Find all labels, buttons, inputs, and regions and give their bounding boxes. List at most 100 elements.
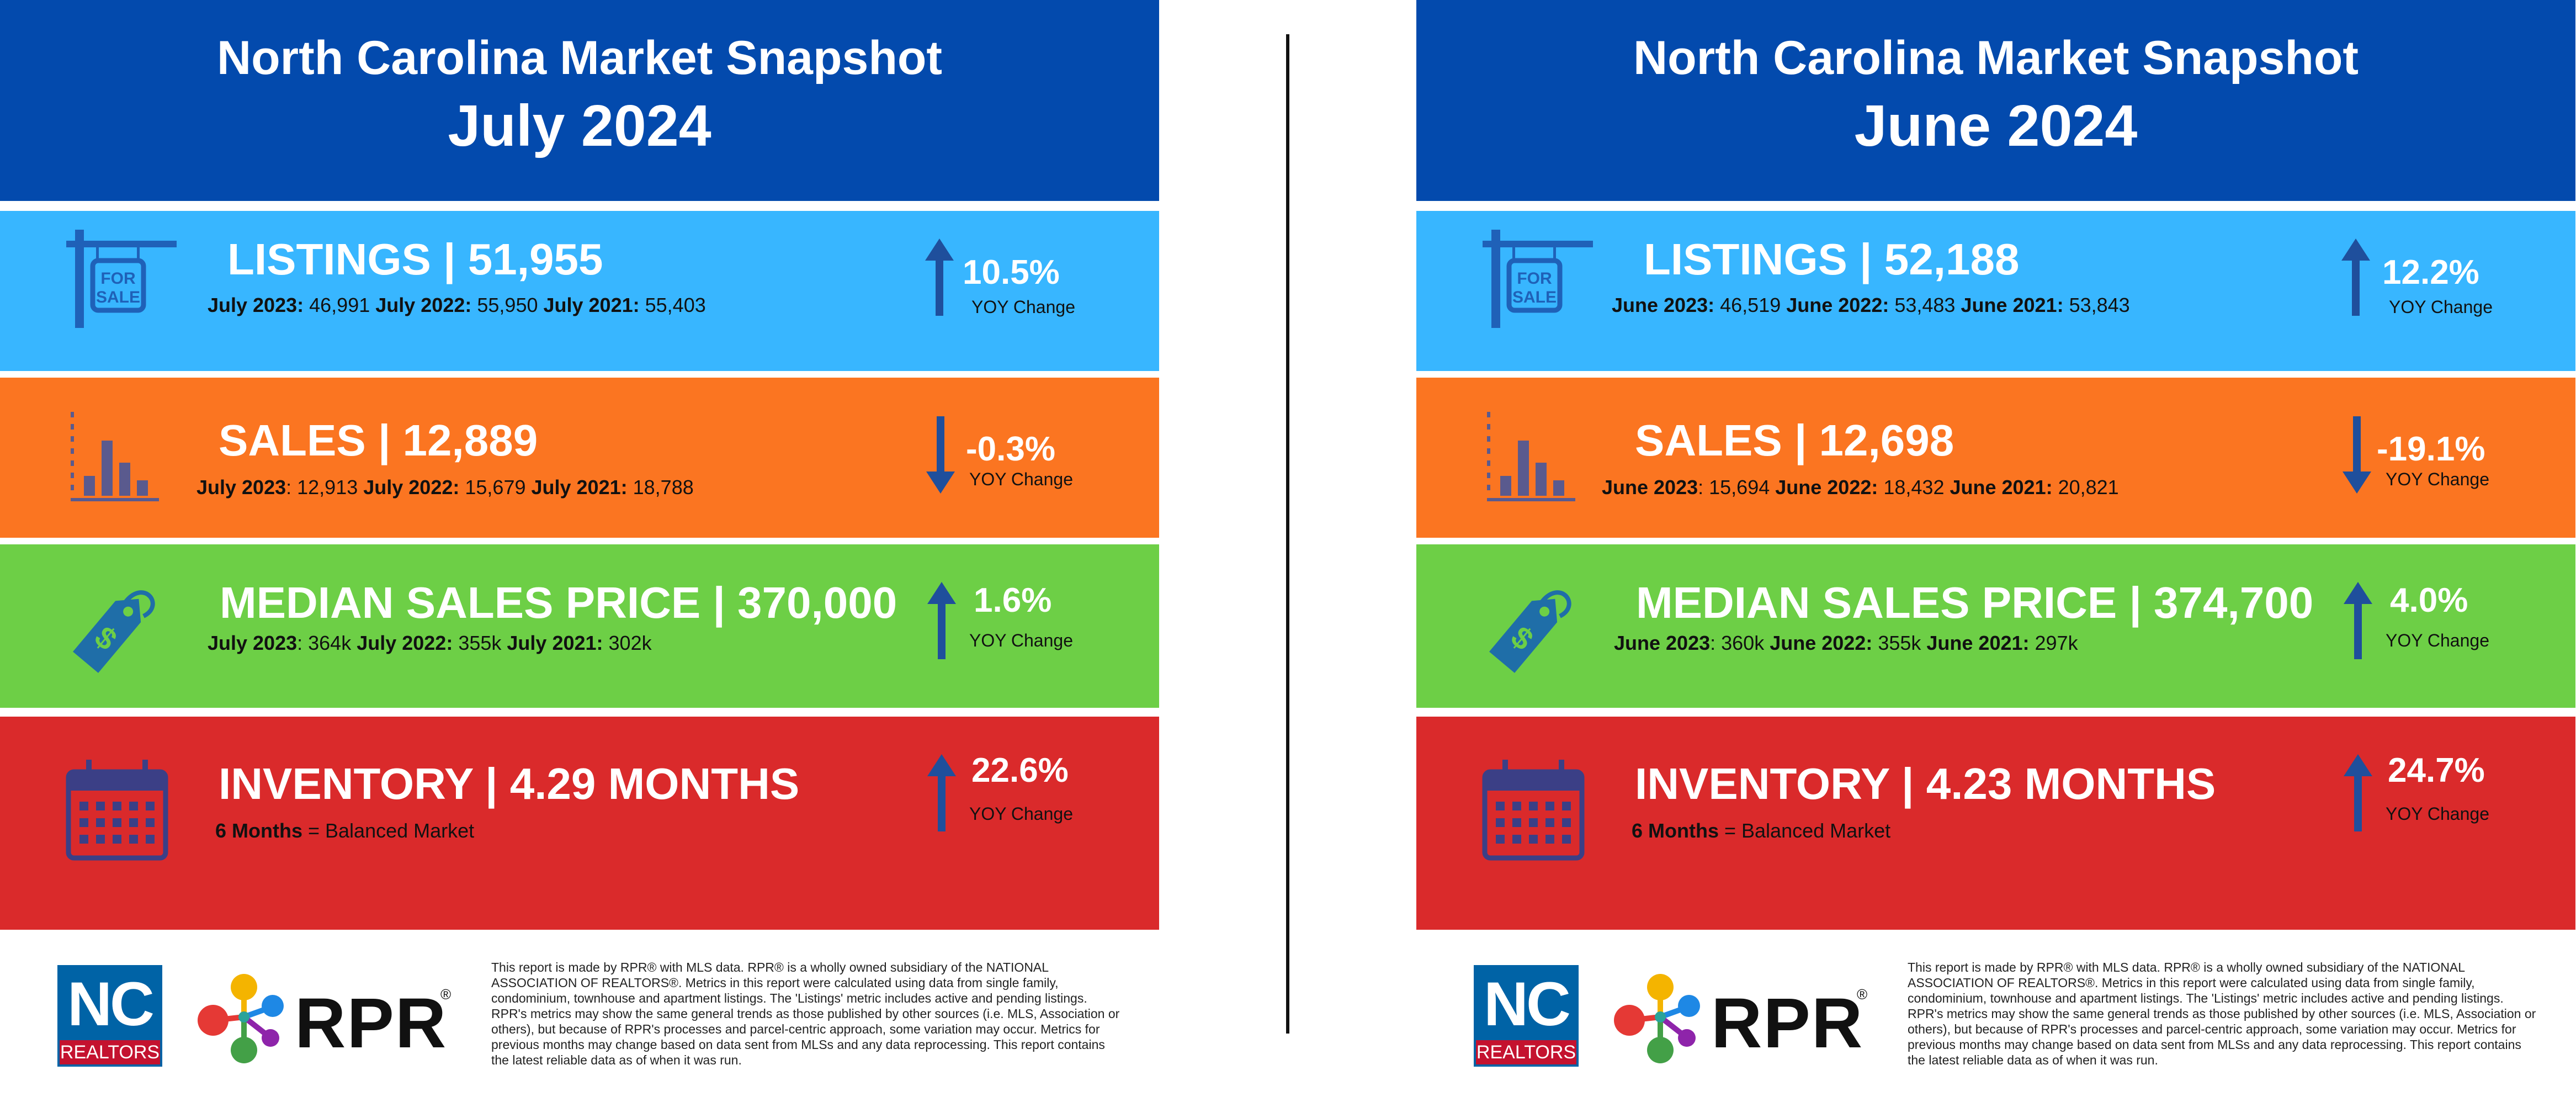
history-value: 302k	[603, 632, 652, 654]
history-period: July 2023	[208, 632, 298, 654]
disclaimer-text: This report is made by RPR® with MLS dat…	[491, 960, 1120, 1067]
history-period: July 2023:	[208, 294, 304, 316]
nc-logo-text: NC	[67, 969, 155, 1038]
history-period: June 2021:	[1961, 294, 2064, 316]
history-value: 18,432	[1878, 476, 1950, 499]
inventory-yoy-percent: 22.6%	[971, 751, 1069, 790]
history-value: 46,991	[304, 294, 376, 316]
rpr-wordmark: RPR	[295, 984, 448, 1063]
nc-logo-sub: REALTORS	[60, 1040, 160, 1064]
listings-history: June 2023: 46,519 June 2022: 53,483 June…	[1612, 294, 2130, 317]
for-sale-sign-icon: FOR SALE	[1483, 230, 1593, 328]
median-price-yoy-percent: 1.6%	[974, 581, 1052, 619]
listings-yoy-label: YOY Change	[971, 297, 1075, 317]
median-price-yoy-label: YOY Change	[2386, 630, 2489, 650]
sales-history: June 2023: 15,694 June 2022: 18,432 June…	[1602, 476, 2119, 499]
listings-band: FOR SALE LISTINGS | 52,188 June 2023: 46…	[1416, 211, 2575, 371]
header-month: July 2024	[448, 93, 711, 158]
header-month: June 2024	[1854, 93, 2138, 158]
inventory-band: INVENTORY | 4.29 MONTHS 6 Months = Balan…	[0, 717, 1159, 930]
inventory-note-text: = Balanced Market	[302, 819, 475, 842]
median-price-history: July 2023: 364k July 2022: 355k July 202…	[208, 632, 652, 655]
history-value: 53,483	[1889, 294, 1961, 316]
inventory-note: 6 Months = Balanced Market	[215, 819, 474, 843]
listings-label: LISTINGS | 52,188	[1644, 235, 2020, 284]
median-price-band: $ MEDIAN SALES PRICE | 370,000 July 2023…	[0, 544, 1159, 708]
history-value: 355k	[1872, 632, 1927, 654]
rpr-logo: RPR ®	[1614, 967, 1868, 1067]
history-period: July 2021:	[543, 294, 640, 316]
sales-band: SALES | 12,889 July 2023: 12,913 July 20…	[0, 378, 1159, 538]
history-value: 53,843	[2063, 294, 2130, 316]
history-period: July 2021:	[507, 632, 603, 654]
history-period: July 2021:	[531, 476, 628, 499]
history-period: July 2022:	[363, 476, 460, 499]
rpr-registered-mark: ®	[1857, 986, 1868, 1003]
history-period: June 2023	[1614, 632, 1711, 654]
svg-text:FOR: FOR	[1517, 269, 1552, 288]
sales-history: July 2023: 12,913 July 2022: 15,679 July…	[196, 476, 694, 499]
inventory-note-bold: 6 Months	[215, 819, 302, 842]
nc-logo-text: NC	[1484, 969, 1571, 1038]
listings-band: FOR SALE LISTINGS | 51,955 July 2023: 46…	[0, 211, 1159, 371]
median-price-history: June 2023: 360k June 2022: 355k June 202…	[1614, 632, 2078, 655]
bar-chart-icon	[1487, 412, 1575, 501]
price-tag-icon: $	[73, 590, 155, 673]
history-value: 15,679	[459, 476, 532, 499]
history-period: July 2022:	[357, 632, 453, 654]
header-title: North Carolina Market Snapshot	[216, 31, 943, 84]
history-value: : 12,913	[286, 476, 364, 499]
sales-yoy-label: YOY Change	[2386, 469, 2489, 489]
panel-header: North Carolina Market Snapshot July 2024	[0, 0, 1159, 201]
for-sale-sign-icon: FOR SALE	[66, 230, 177, 328]
listings-label: LISTINGS | 51,955	[227, 235, 603, 284]
inventory-yoy-label: YOY Change	[969, 804, 1073, 824]
inventory-note: 6 Months = Balanced Market	[1632, 819, 1890, 843]
inventory-label: INVENTORY | 4.29 MONTHS	[219, 759, 800, 808]
snapshot-panel-july: North Carolina Market Snapshot July 2024…	[0, 0, 1159, 1118]
history-period: June 2023	[1602, 476, 1698, 499]
history-value: 55,403	[639, 294, 706, 316]
inventory-band: INVENTORY | 4.23 MONTHS 6 Months = Balan…	[1416, 717, 2575, 930]
sales-yoy-percent: -19.1%	[2377, 430, 2485, 468]
history-period: June 2021:	[1926, 632, 2030, 654]
nc-logo-sub: REALTORS	[1476, 1040, 1576, 1064]
rpr-mark-icon	[1614, 974, 1700, 1063]
history-value: 46,519	[1714, 294, 1787, 316]
price-tag-icon: $	[1489, 590, 1571, 673]
snapshot-panel-june: North Carolina Market Snapshot June 2024…	[1416, 0, 2575, 1118]
sales-yoy-percent: -0.3%	[966, 430, 1055, 468]
history-value: 20,821	[2052, 476, 2119, 499]
history-value: : 15,694	[1698, 476, 1776, 499]
sales-label: SALES | 12,889	[219, 416, 538, 465]
history-value: 297k	[2029, 632, 2078, 654]
history-value: : 360k	[1710, 632, 1770, 654]
bar-chart-icon	[71, 412, 159, 501]
trend-up-arrow-icon	[927, 754, 956, 831]
history-period: July 2023	[196, 476, 286, 499]
listings-history: July 2023: 46,991 July 2022: 55,950 July…	[208, 294, 706, 317]
trend-down-arrow-icon	[926, 416, 955, 494]
median-price-label: MEDIAN SALES PRICE | 374,700	[1636, 578, 2314, 627]
history-period: June 2023:	[1612, 294, 1715, 316]
inventory-note-text: = Balanced Market	[1719, 819, 1891, 842]
history-value: 55,950	[471, 294, 544, 316]
sales-label: SALES | 12,698	[1635, 416, 1954, 465]
trend-up-arrow-icon	[925, 239, 954, 316]
inventory-note-bold: 6 Months	[1632, 819, 1719, 842]
median-price-yoy-label: YOY Change	[969, 630, 1073, 650]
svg-text:SALE: SALE	[96, 288, 140, 306]
history-value: : 364k	[297, 632, 357, 654]
history-period: June 2022:	[1770, 632, 1873, 654]
calendar-icon	[66, 760, 168, 861]
median-price-label: MEDIAN SALES PRICE | 370,000	[220, 578, 897, 627]
trend-down-arrow-icon	[2343, 416, 2371, 494]
rpr-mark-icon	[198, 974, 284, 1063]
sales-band: SALES | 12,698 June 2023: 15,694 June 20…	[1416, 378, 2575, 538]
inventory-yoy-label: YOY Change	[2386, 804, 2489, 824]
svg-text:FOR: FOR	[100, 269, 136, 288]
history-period: June 2022:	[1775, 476, 1878, 499]
sales-yoy-label: YOY Change	[969, 469, 1073, 489]
nc-realtors-logo: NC REALTORS	[1474, 965, 1579, 1067]
trend-up-arrow-icon	[2341, 239, 2370, 316]
